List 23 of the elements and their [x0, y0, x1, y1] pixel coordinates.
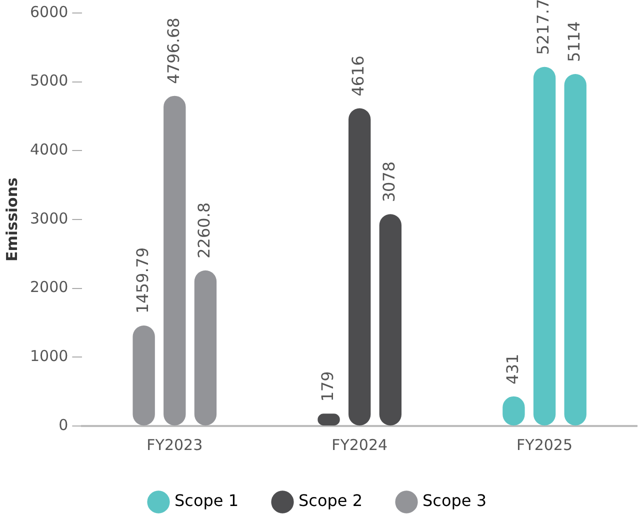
- y-axis-title: Emissions: [2, 177, 21, 262]
- data-label: 4796.68: [164, 18, 183, 84]
- data-label: 431: [502, 354, 522, 384]
- data-label: 5114: [564, 21, 584, 62]
- data-label: 3078: [380, 161, 399, 202]
- data-label: 1459.79: [132, 247, 152, 314]
- legend-label: Scope 2: [298, 491, 363, 510]
- data-label: 179: [318, 371, 337, 402]
- y-tick-label: 6000: [30, 2, 68, 21]
- y-tick-label: 5000: [30, 72, 68, 90]
- y-tick-label: 4000: [30, 140, 68, 159]
- y-tick-label: 2000: [30, 278, 68, 296]
- y-tick-label: 3000: [30, 209, 68, 228]
- legend-label: Scope 1: [174, 491, 239, 510]
- x-tick-label: FY2024: [332, 436, 388, 454]
- data-label: 2260.8: [194, 202, 214, 258]
- x-tick-label: FY2025: [516, 436, 573, 454]
- y-tick-label: 1000: [30, 347, 68, 366]
- y-tick-label: 0: [58, 416, 68, 434]
- data-label: 5217.7: [534, 0, 553, 55]
- legend-label: Scope 3: [422, 491, 487, 510]
- x-tick-label: FY2023: [146, 436, 203, 454]
- data-label: 4616: [348, 56, 368, 96]
